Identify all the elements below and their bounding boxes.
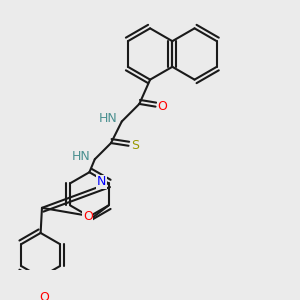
Text: HN: HN bbox=[72, 149, 91, 163]
Text: O: O bbox=[40, 291, 50, 300]
Text: N: N bbox=[97, 176, 106, 188]
Text: O: O bbox=[157, 100, 167, 113]
Text: O: O bbox=[83, 210, 93, 223]
Text: HN: HN bbox=[99, 112, 118, 125]
Text: S: S bbox=[131, 139, 139, 152]
